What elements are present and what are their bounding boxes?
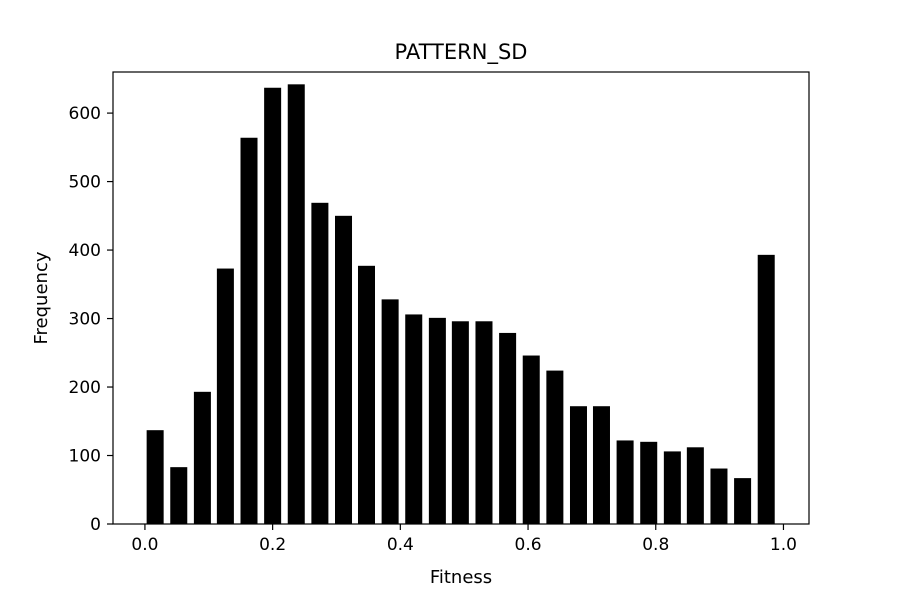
bars-group <box>146 84 775 524</box>
histogram-bar <box>170 467 188 524</box>
y-tick-label: 200 <box>69 378 101 398</box>
histogram-bar <box>451 321 469 524</box>
x-axis-label: Fitness <box>430 567 492 588</box>
histogram-bar <box>287 84 305 524</box>
y-tick-label: 600 <box>69 104 101 124</box>
histogram-bar <box>216 268 234 524</box>
x-tick-label: 0.6 <box>515 535 542 555</box>
histogram-bar <box>335 215 353 524</box>
histogram-bar <box>616 440 634 524</box>
histogram-bar <box>757 254 775 524</box>
y-tick-label: 400 <box>69 241 101 261</box>
plot-frame <box>112 71 810 525</box>
histogram-bar <box>546 370 564 524</box>
y-tick-label: 500 <box>69 173 101 193</box>
y-axis-label: Frequency <box>31 251 52 344</box>
y-tick-label: 0 <box>90 515 101 535</box>
histogram-bar <box>686 447 704 524</box>
y-tick-label: 300 <box>69 310 101 330</box>
histogram-bar <box>428 317 446 524</box>
histogram-bar <box>522 355 540 524</box>
histogram-bar <box>640 441 658 524</box>
x-tick-label: 1.0 <box>770 535 797 555</box>
histogram-bar <box>592 406 610 524</box>
histogram-bar <box>569 406 587 524</box>
histogram-bar <box>264 87 282 524</box>
histogram-bar <box>240 137 258 524</box>
y-axis-ticks: 0 100 200 300 400 500 600 <box>69 104 113 535</box>
histogram-bar <box>663 451 681 524</box>
chart-title: PATTERN_SD <box>395 40 528 65</box>
histogram-bar <box>311 202 329 524</box>
histogram-bar <box>357 265 375 524</box>
x-tick-label: 0.8 <box>642 535 669 555</box>
x-tick-label: 0.2 <box>259 535 286 555</box>
histogram-bar <box>193 391 211 524</box>
histogram-bar <box>710 468 728 524</box>
x-axis-ticks: 0.0 0.2 0.4 0.6 0.8 1.0 <box>131 524 797 555</box>
histogram-bar <box>499 332 517 524</box>
x-tick-label: 0.4 <box>387 535 414 555</box>
x-tick-label: 0.0 <box>131 535 158 555</box>
histogram-bar <box>475 321 493 524</box>
histogram-bar <box>146 430 164 524</box>
histogram-bar <box>734 478 752 524</box>
y-tick-label: 100 <box>69 447 101 467</box>
histogram-bar <box>405 314 423 524</box>
histogram-bar <box>381 299 399 524</box>
